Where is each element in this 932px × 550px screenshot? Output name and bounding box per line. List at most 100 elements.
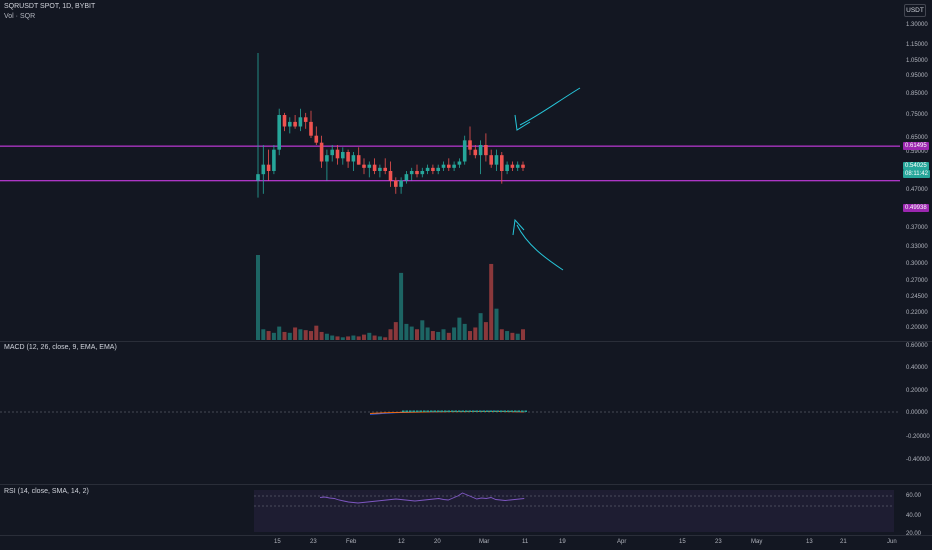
volume-bar — [377, 336, 382, 340]
macd-hist-bar — [430, 410, 433, 412]
candle-body — [293, 121, 297, 127]
macd-hist-bar — [451, 410, 454, 412]
volume-bar — [324, 333, 329, 340]
macd-hist-bar — [468, 410, 471, 412]
candle-body — [309, 121, 313, 136]
pane-separator-macd[interactable] — [0, 341, 932, 342]
time-tick-label: 20 — [434, 539, 441, 545]
volume-bar — [457, 317, 462, 340]
price-tick-label: 1.05000 — [906, 58, 928, 64]
rsi-tick-label: 40.00 — [906, 513, 922, 519]
volume-legend: Vol · SQR — [4, 13, 36, 20]
volume-bar — [346, 336, 351, 340]
candle-body — [521, 164, 525, 168]
macd-hist-bar — [461, 410, 464, 412]
macd-hist-bar — [402, 410, 405, 412]
price-tick-label: 0.33000 — [906, 244, 928, 250]
candle-body — [362, 164, 366, 168]
volume-bar — [430, 331, 435, 340]
pane-separator-rsi[interactable] — [0, 484, 932, 485]
price-tag-last: 0.54025 — [903, 162, 929, 170]
macd-hist-bar — [423, 410, 426, 412]
price-tag-countdown: 08:11:42 — [903, 170, 930, 178]
time-tick-label: 19 — [559, 539, 566, 545]
volume-bar — [293, 327, 298, 340]
volume-bar — [393, 322, 398, 340]
candle-body — [457, 161, 462, 165]
candle-body — [319, 142, 324, 162]
macd-hist-bar — [447, 410, 450, 412]
macd-label: MACD (12, 26, close, 9, EMA, EMA) — [4, 344, 117, 351]
macd-hist-bar — [503, 410, 506, 412]
macd-hist-bar — [514, 410, 517, 412]
rsi-tick-label: 20.00 — [906, 531, 922, 537]
macd-tick-label: 0.00000 — [906, 410, 928, 416]
volume-bar — [415, 329, 419, 340]
candle-body — [462, 140, 467, 162]
price-tag-lower: 0.49938 — [903, 204, 929, 212]
macd-hist-bar — [465, 410, 468, 412]
candle-body — [441, 164, 446, 168]
volume-bar — [468, 331, 472, 340]
volume-bar — [383, 337, 388, 340]
time-tick-label: Mar — [479, 539, 490, 545]
price-tick-label: 0.27000 — [906, 278, 928, 284]
volume-bar — [372, 335, 377, 340]
candle-body — [494, 155, 499, 165]
candle-body — [261, 164, 266, 175]
volume-bar — [462, 323, 467, 340]
volume-bar — [499, 329, 504, 340]
candle-body — [394, 180, 398, 187]
candle-body — [415, 171, 419, 175]
candle-body — [330, 149, 334, 156]
candle-body — [399, 180, 403, 187]
macd-hist-bar — [524, 410, 527, 412]
macd-hist-bar — [437, 410, 440, 412]
volume-bar — [356, 336, 361, 340]
time-tick-label: Jun — [887, 539, 897, 545]
macd-hist-bar — [489, 410, 492, 412]
volume-bar — [420, 320, 425, 340]
candle-body — [325, 155, 329, 162]
macd-hist-bar — [482, 410, 485, 412]
candle-body — [468, 140, 472, 150]
time-tick-label: May — [751, 539, 763, 545]
macd-tick-label: 0.60000 — [906, 343, 928, 349]
candle-body — [515, 164, 520, 168]
volume-bar — [441, 329, 446, 340]
volume-bar — [446, 332, 451, 340]
candle-body — [266, 164, 271, 171]
volume-bar — [261, 329, 266, 340]
volume-bar — [266, 331, 271, 340]
macd-hist-bar — [440, 410, 443, 412]
macd-hist-bar — [486, 410, 489, 412]
currency-button[interactable]: USDT — [904, 4, 926, 17]
annotation-arrow-bottom — [516, 224, 564, 271]
candle-body — [367, 164, 372, 168]
candle-body — [298, 117, 303, 127]
macd-hist-bar — [510, 410, 513, 412]
candle-body — [351, 155, 356, 162]
volume-bar — [436, 331, 441, 340]
candle-body — [452, 164, 456, 168]
volume-bar — [362, 334, 366, 340]
time-tick-label: 12 — [398, 539, 405, 545]
macd-hist-bar — [479, 410, 482, 412]
candle-body — [510, 164, 515, 168]
macd-hist-bar — [472, 410, 475, 412]
price-tag-upper: 0.61495 — [903, 142, 929, 150]
volume-bar — [521, 329, 525, 340]
candle-body — [277, 115, 281, 150]
time-tick-label: 23 — [715, 539, 722, 545]
volume-bar — [425, 327, 430, 340]
symbol-title: SQRUSDT SPOT, 1D, BYBIT — [4, 3, 96, 10]
macd-hist-bar — [507, 410, 510, 412]
volume-bar — [388, 329, 393, 340]
price-tick-label: 0.24500 — [906, 294, 928, 300]
price-tick-label: 0.20000 — [906, 325, 928, 331]
volume-bar — [473, 327, 478, 340]
volume-bar — [335, 336, 340, 340]
time-tick-label: 15 — [679, 539, 686, 545]
volume-bar — [483, 322, 488, 340]
